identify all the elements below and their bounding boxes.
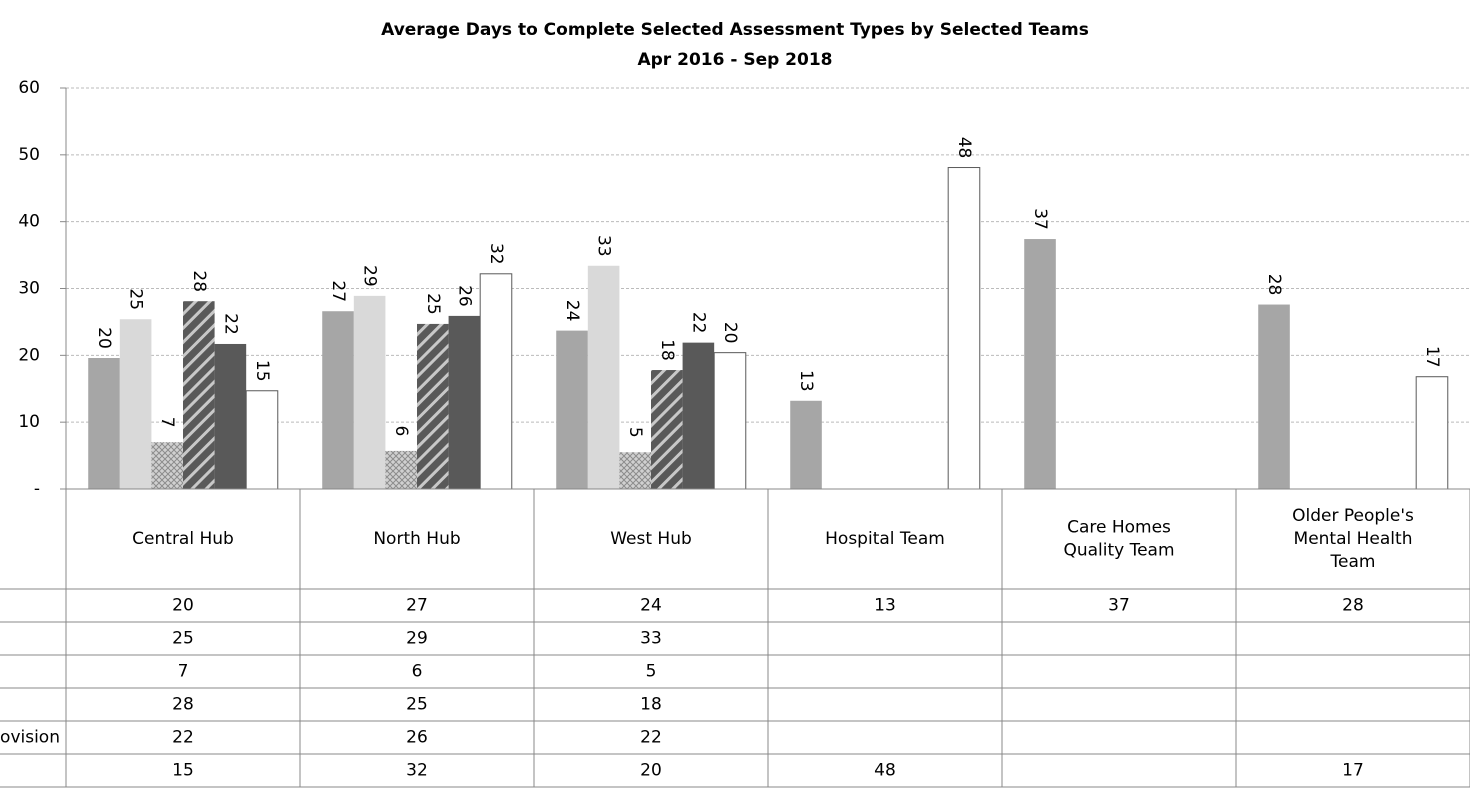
data-label: 13 [796,370,816,392]
data-label: 25 [126,288,146,310]
bar [479,273,513,490]
bar [417,323,449,489]
data-label: 22 [220,313,240,335]
data-label: 25 [423,293,443,315]
y-tick-label: 60 [18,78,40,98]
category-label: Hospital Team [825,529,945,549]
data-label: 17 [1422,346,1442,368]
table-cell: 24 [640,596,662,616]
bar [214,343,247,489]
data-label: 18 [657,339,677,361]
category-label: North Hub [373,529,460,549]
bar [322,311,354,489]
table-cell: 20 [640,761,662,781]
table-cell: 7 [178,662,189,682]
data-label: 6 [391,425,411,436]
bar [151,442,183,489]
data-label: 33 [594,235,614,257]
bar [353,295,386,489]
data-label: 28 [1264,274,1284,296]
table-cell: 48 [874,761,896,781]
table-cell: 29 [406,629,428,649]
category-label: Care Homes Quality Team [1063,518,1174,561]
y-tick-label: 40 [18,212,40,232]
y-tick-label: 30 [18,279,40,299]
bar [88,358,120,489]
bar [682,342,715,489]
bar [947,167,981,490]
table-cell: 20 [172,596,194,616]
data-label: 22 [688,312,708,334]
bar [619,452,651,489]
data-label: 29 [360,265,380,287]
bar [385,450,417,489]
table-cell: 5 [646,662,657,682]
data-label: 37 [1030,208,1050,230]
table-cell: 13 [874,596,896,616]
chart-subtitle: Apr 2016 - Sep 2018 [637,50,832,70]
table-cell: 28 [172,695,194,715]
data-label: 24 [562,300,582,322]
data-label: 7 [157,417,177,428]
data-label: 48 [954,137,974,159]
data-label: 15 [252,360,272,382]
y-tick-label: - [34,479,40,499]
bar [119,319,152,489]
table-cell: 33 [640,629,662,649]
y-tick-label: 20 [18,345,40,365]
table-cell: 15 [172,761,194,781]
table-cell: 17 [1342,761,1364,781]
bar [790,400,822,489]
bar [183,301,215,489]
y-tick-label: 10 [18,412,40,432]
category-label: Older People's Mental Health Team [1292,506,1414,572]
table-cell: 28 [1342,596,1364,616]
table-cell: 22 [172,728,194,748]
y-tick-label: 50 [18,145,40,165]
table-cell: 25 [172,629,194,649]
data-label: 28 [189,270,209,292]
table-cell: 32 [406,761,428,781]
bar [1415,376,1449,490]
data-label: 20 [720,322,740,344]
table-cell: 25 [406,695,428,715]
data-label: 32 [486,243,506,265]
bar [713,352,747,490]
data-label: 27 [328,280,348,302]
row-label: ovision [0,728,60,748]
table-cell: 26 [406,728,428,748]
category-label: West Hub [610,529,692,549]
table-cell: 27 [406,596,428,616]
bar [556,330,588,489]
data-label: 20 [94,327,114,349]
data-label: 26 [454,285,474,307]
bar [587,265,620,489]
bar [245,390,279,490]
bar [1024,239,1056,489]
category-label: Central Hub [132,529,234,549]
table-cell: 6 [412,662,423,682]
bar [448,315,481,489]
data-label: 5 [625,427,645,438]
chart-title: Average Days to Complete Selected Assess… [381,20,1089,40]
bar [1258,304,1290,489]
bar [651,370,683,489]
table-cell: 18 [640,695,662,715]
table-cell: 22 [640,728,662,748]
table-cell: 37 [1108,596,1130,616]
